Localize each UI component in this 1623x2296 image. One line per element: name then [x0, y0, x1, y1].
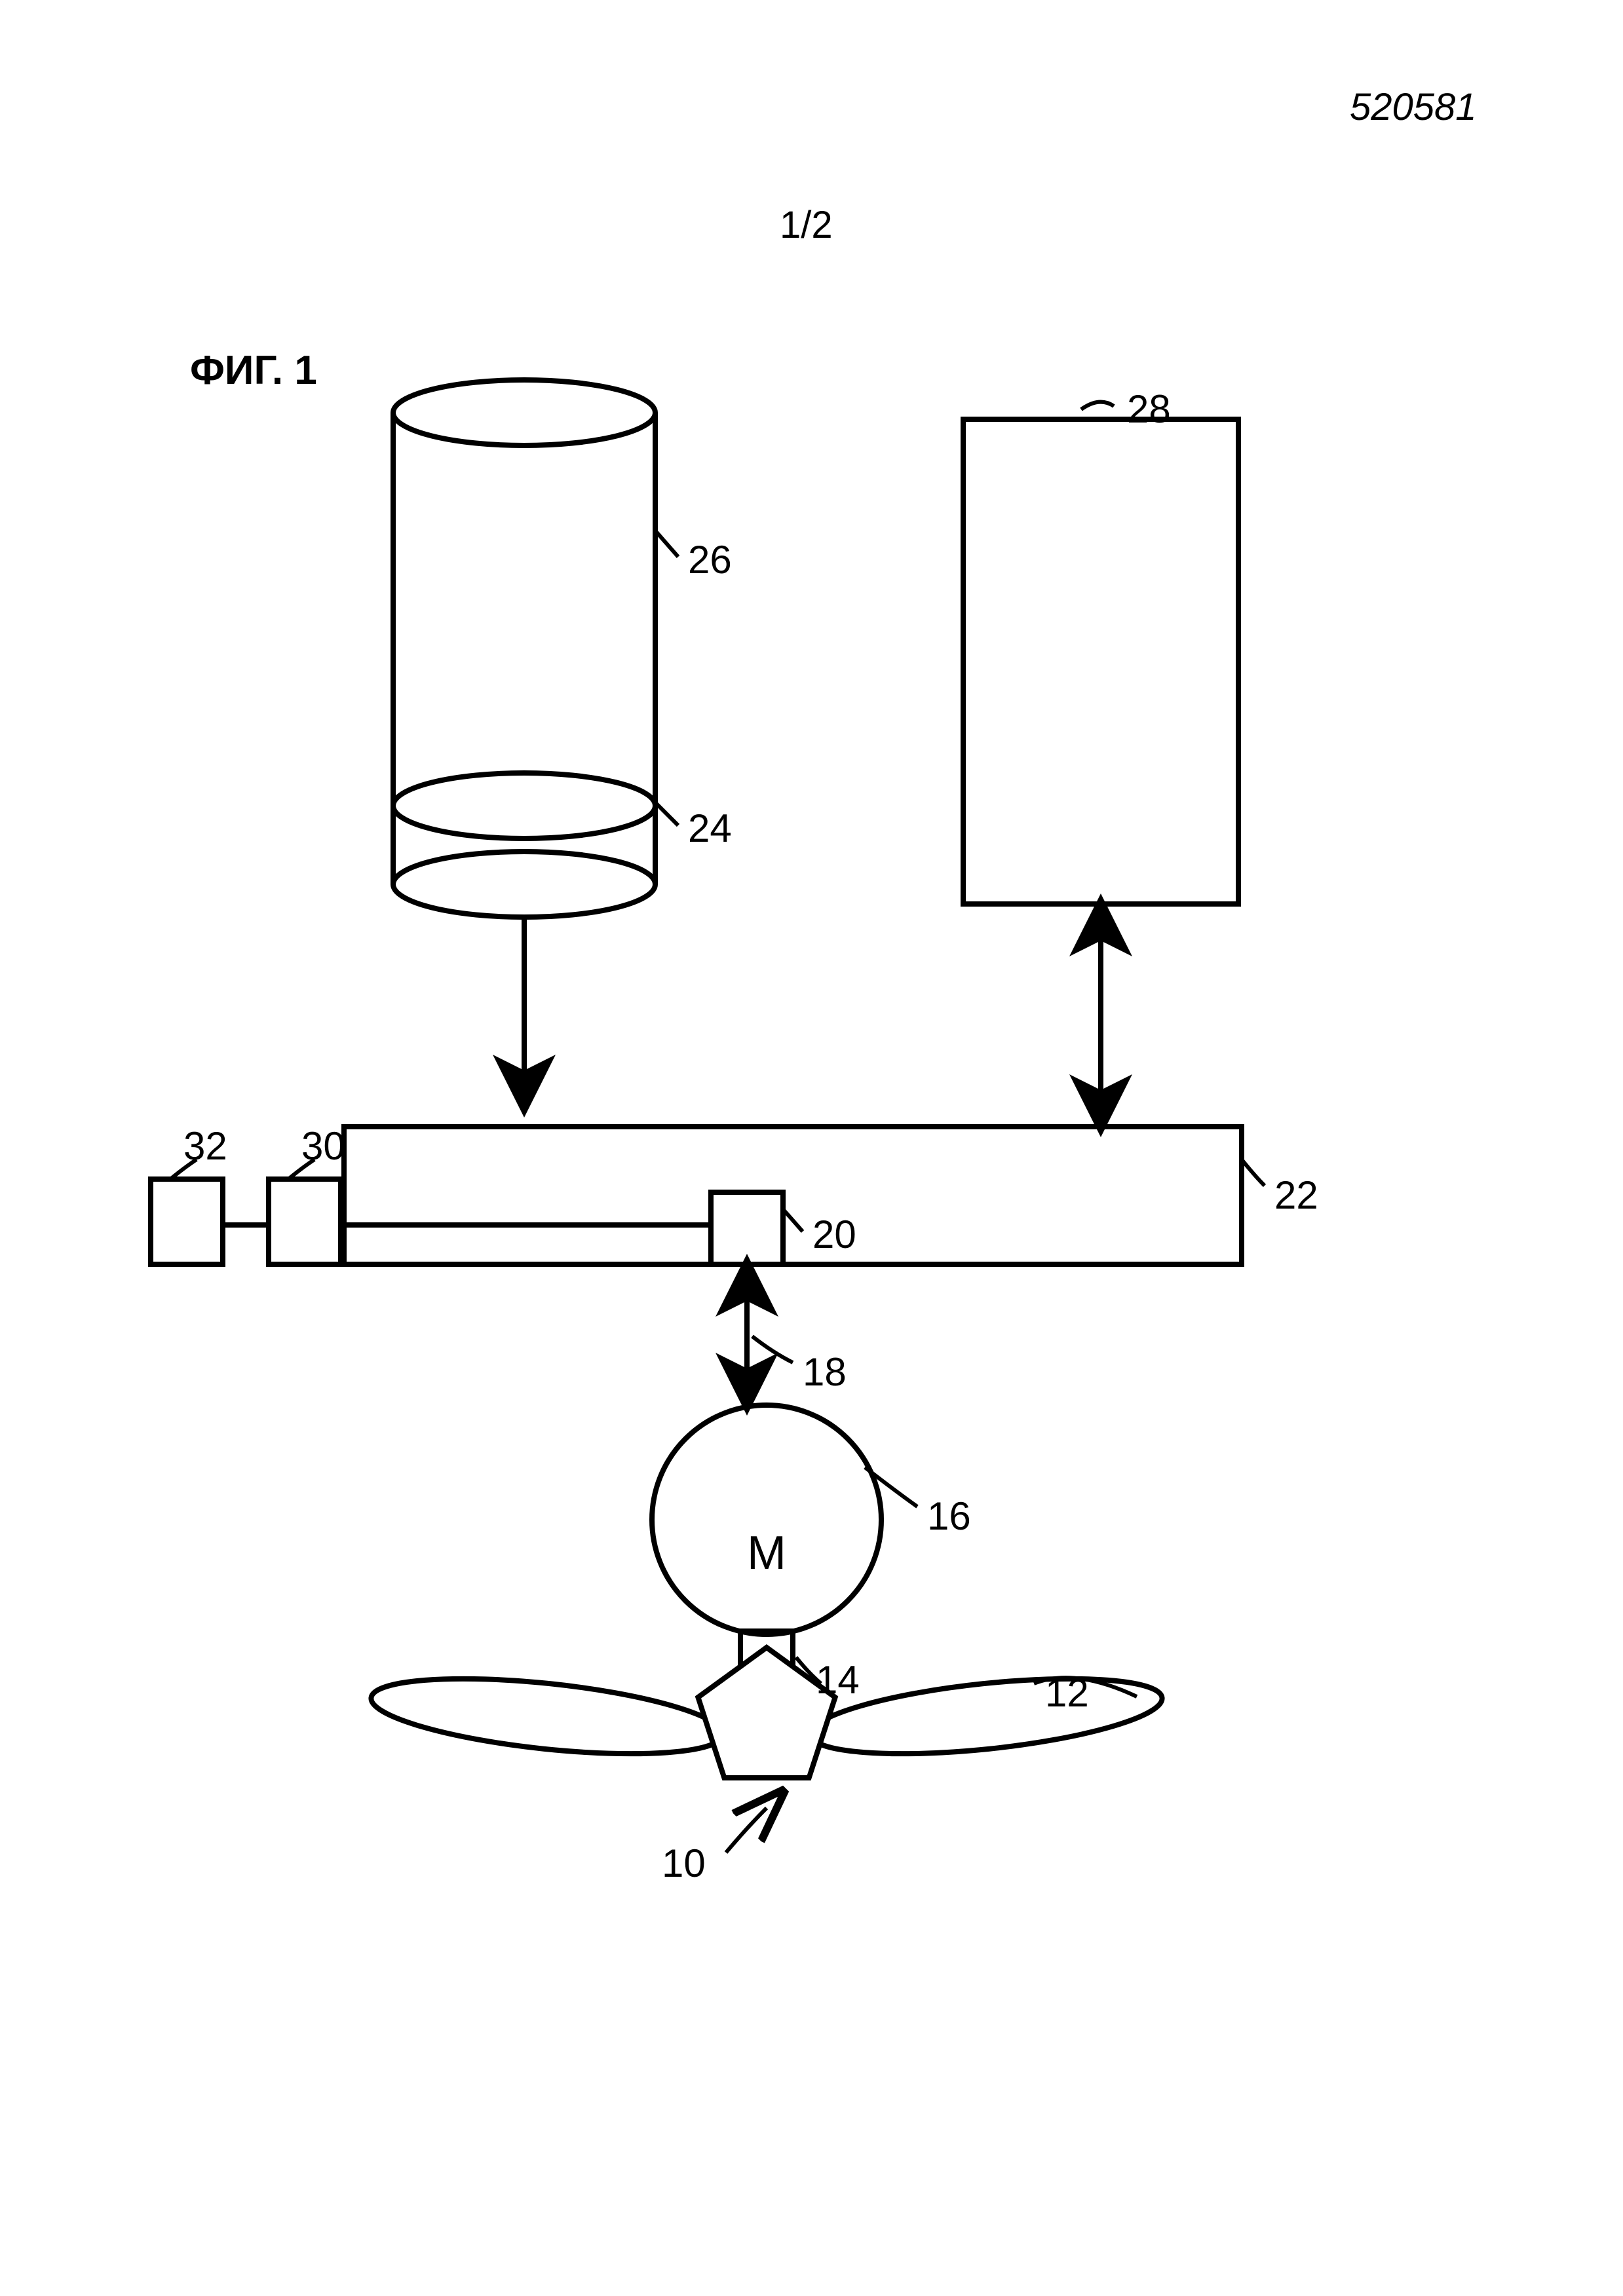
fan-blade-left [368, 1665, 726, 1767]
ref-16: 16 [927, 1494, 971, 1539]
leader-20 [783, 1209, 803, 1232]
motor-label: M [747, 1526, 786, 1580]
ref-14: 14 [816, 1657, 860, 1703]
leader-28 [1081, 402, 1114, 409]
leader-16 [865, 1467, 917, 1507]
fan-hub [698, 1647, 835, 1778]
doc-number: 520581 [1350, 85, 1477, 129]
box-22 [344, 1127, 1242, 1264]
ref-24: 24 [688, 806, 732, 851]
leader-18 [752, 1336, 793, 1363]
ref-22: 22 [1274, 1173, 1318, 1218]
box-28 [963, 419, 1238, 904]
box-30 [269, 1179, 341, 1264]
ref-18: 18 [803, 1349, 847, 1395]
motor-circle [652, 1405, 881, 1634]
ref-12: 12 [1045, 1670, 1089, 1716]
leader-24 [655, 802, 678, 825]
leader-26 [655, 531, 678, 557]
ref-20: 20 [812, 1212, 856, 1257]
page-indicator: 1/2 [780, 203, 833, 247]
ref-10: 10 [662, 1841, 706, 1886]
leader-22 [1242, 1159, 1265, 1186]
figure-label: ФИГ. 1 [190, 347, 317, 394]
leader-10 [726, 1808, 767, 1853]
diagram-svg [0, 0, 1623, 2296]
box-32 [151, 1179, 223, 1264]
ref-30: 30 [301, 1123, 345, 1169]
box-20 [711, 1192, 783, 1264]
fan-blade-right [807, 1665, 1165, 1767]
ref-26: 26 [688, 537, 732, 582]
ref-32: 32 [183, 1123, 227, 1169]
ref-28: 28 [1127, 386, 1171, 432]
cylinder-26 [393, 380, 655, 917]
